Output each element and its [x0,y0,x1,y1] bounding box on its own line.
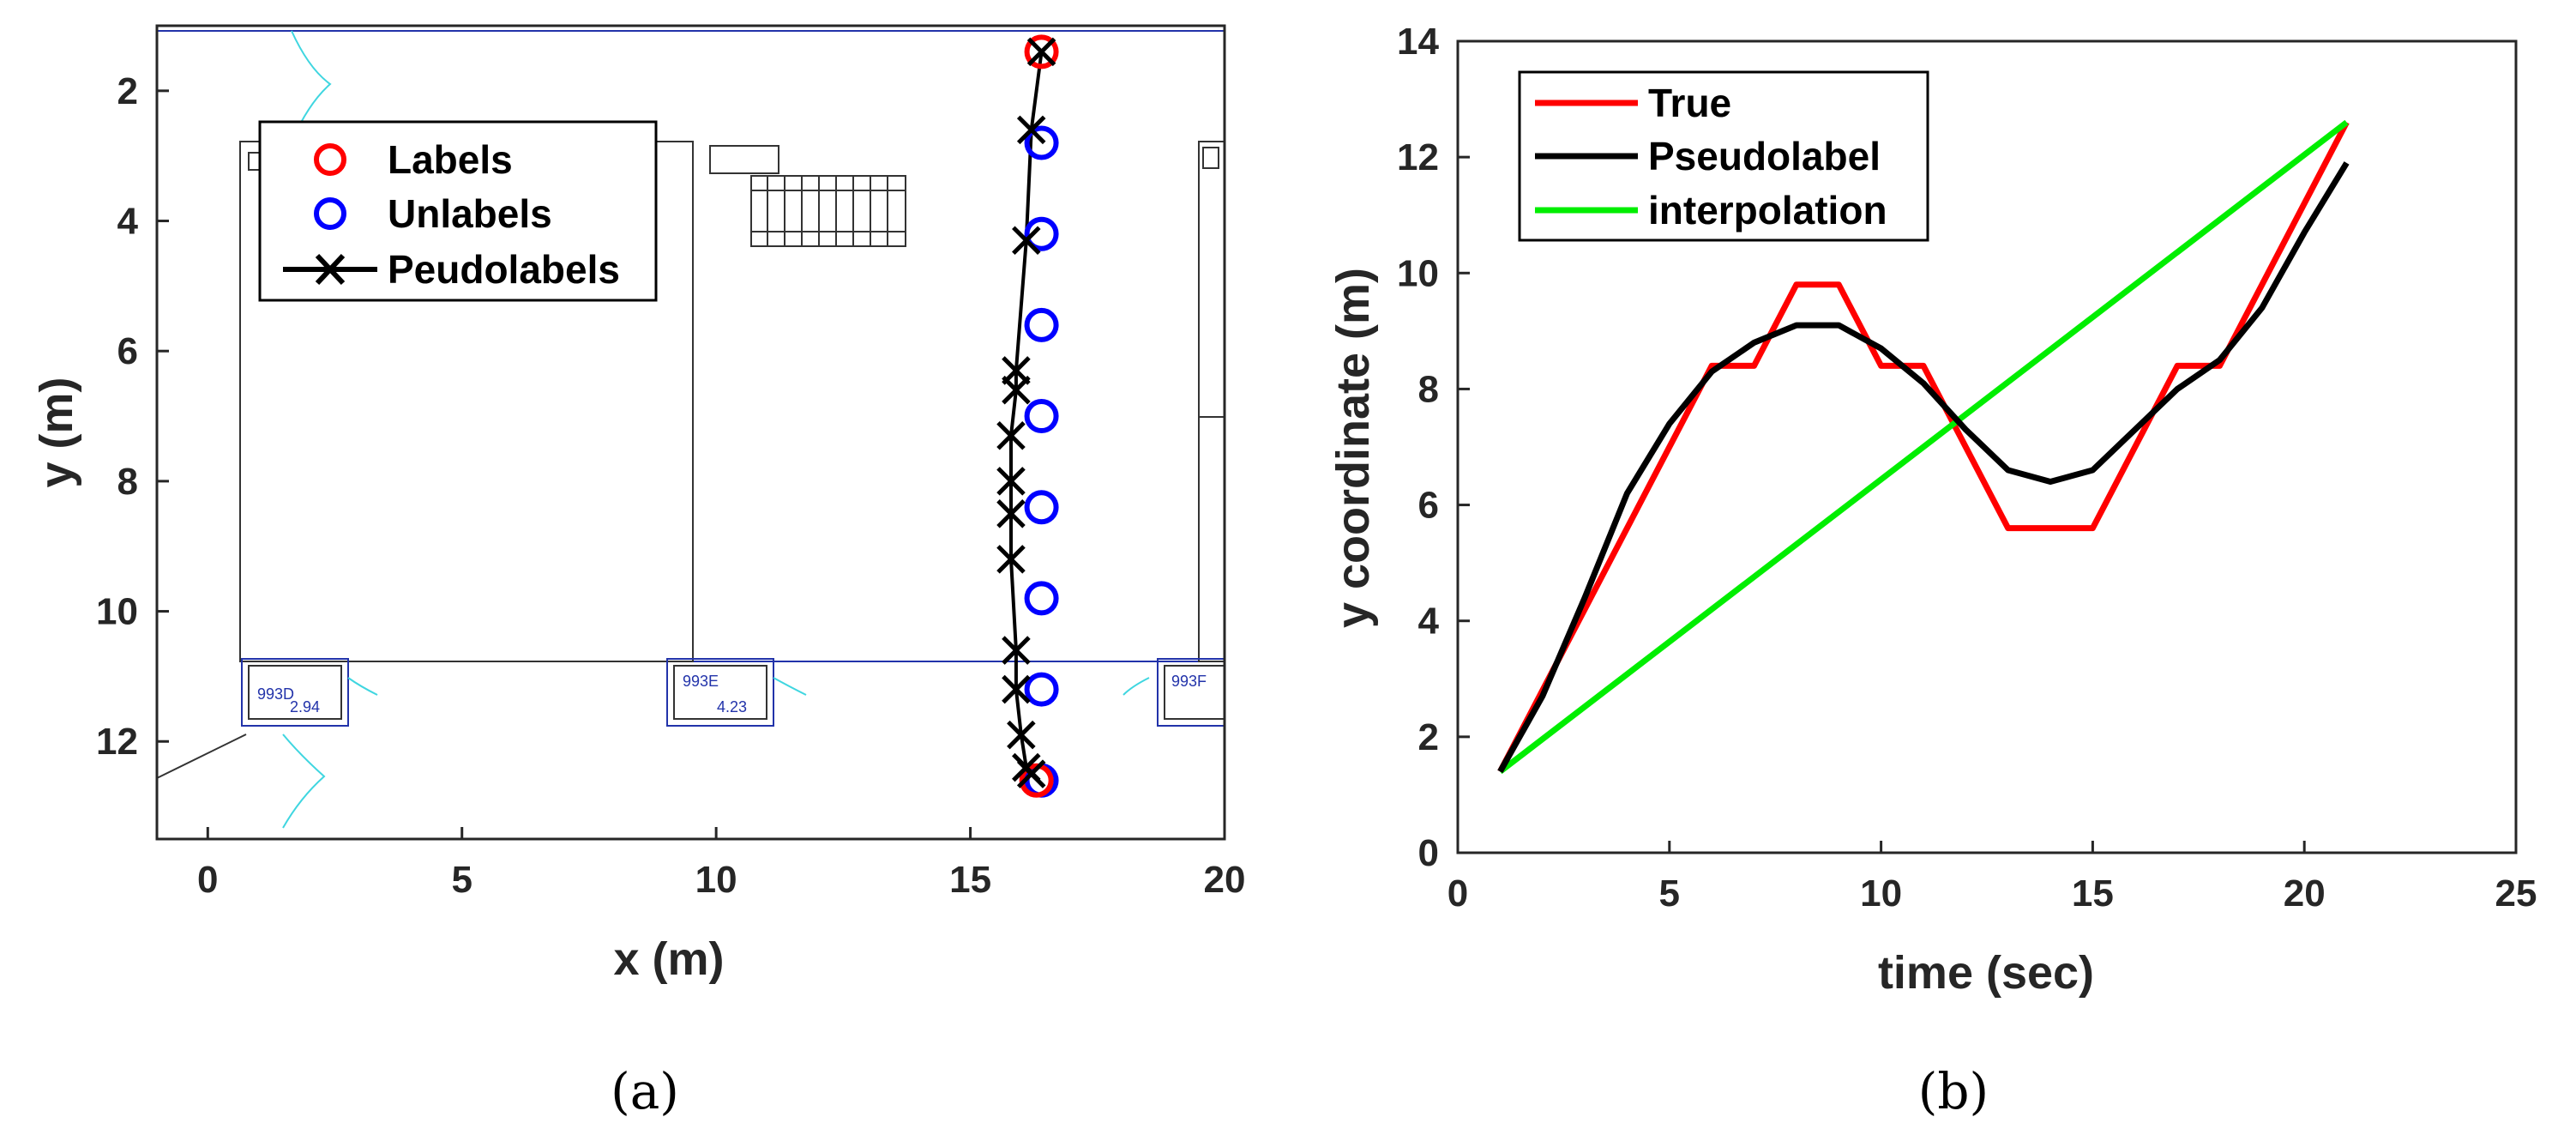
plan-label-993e: 993E [683,673,719,690]
point-peudolabel [996,467,1026,496]
ytick-b-label: 14 [1397,21,1439,63]
legend-pseudolabel-text: Pseudolabel [1648,134,1881,178]
series-a [996,34,1059,798]
ytick-a-label: 6 [117,330,138,372]
legend-unlabels-marker [314,197,346,230]
axes-b-ticks: 0 5 10 15 20 25 0 2 4 6 8 10 12 14 [1397,21,2537,915]
point-peudolabel [1016,115,1046,145]
ytick-a-label: 10 [96,591,138,633]
point-peudolabel [1012,226,1041,256]
caption-a: (a) [611,1062,679,1120]
legend-labels-text: Labels [388,137,513,182]
point-peudolabel [1002,674,1031,704]
xtick-b-label: 5 [1659,872,1680,915]
xtick-b-label: 15 [2072,872,2114,915]
series-peudolabels-line [1009,51,1044,776]
panel-b: 0 5 10 15 20 25 0 2 4 6 8 10 12 14 True Pseudolabel i… [1327,21,2537,1120]
xtick-b-label: 0 [1447,872,1468,915]
panel-a: 993D 2.94 993E 4.23 993F 0 5 10 15 20 2 4 6 8 10 1… [31,24,1245,1120]
ytick-b-label: 2 [1418,716,1439,758]
point-peudolabel [1002,636,1031,665]
legend-peudolabels-marker [315,253,346,286]
axes-a-ticks: 0 5 10 15 20 2 4 6 8 10 12 [96,70,1245,901]
ytick-a-label: 4 [117,201,139,243]
xtick-a-label: 15 [949,859,991,901]
ytick-b-label: 4 [1418,601,1440,643]
plan-label-423: 4.23 [717,698,747,715]
legend-b: True Pseudolabel interpolation [1518,70,1929,242]
ytick-b-label: 0 [1418,832,1439,874]
ytick-b-label: 6 [1418,485,1439,527]
legend-true-text: True [1648,81,1731,125]
point-unlabels [1024,307,1059,342]
plan-label-993d: 993D [257,685,294,703]
series-interpolation-line [1498,119,2349,775]
ytick-b-label: 8 [1418,368,1439,410]
point-unlabels [1024,125,1059,160]
legend-labels-marker [314,143,346,176]
legend-a: Labels Unlabels Peudolabels [258,120,658,302]
floor-plan: 993D 2.94 993E 4.23 993F [156,30,1225,829]
point-unlabels [1024,672,1059,707]
point-peudolabel [1026,37,1056,67]
point-unlabels [1024,216,1059,251]
xtick-b-label: 25 [2495,872,2537,915]
legend-unlabels-text: Unlabels [388,191,552,236]
point-peudolabel [1007,720,1036,750]
point-peudolabel [996,499,1026,528]
point-unlabels [1024,490,1059,525]
legend-a-box [258,120,658,302]
point-peudolabel [996,421,1026,450]
point-unlabels [1024,581,1059,616]
ytick-a-label: 12 [96,721,138,763]
xtick-a-label: 10 [695,859,737,901]
legend-peudolabels-text: Peudolabels [388,247,620,292]
xlabel-b: time (sec) [1878,947,2094,999]
legend-interpolation-text: interpolation [1648,188,1887,232]
plan-label-993f: 993F [1171,673,1207,690]
xtick-a-label: 0 [197,859,218,901]
caption-b: (b) [1918,1062,1989,1120]
ytick-b-label: 10 [1397,252,1439,294]
xtick-b-label: 20 [2284,872,2326,915]
point-peudolabel [1002,375,1031,405]
ytick-a-label: 2 [117,70,138,112]
point-unlabels [1024,399,1059,434]
xtick-b-label: 10 [1860,872,1902,915]
series-b [1497,119,2350,775]
xtick-a-label: 5 [451,859,472,901]
point-peudolabel [996,545,1026,574]
plan-label-294: 2.94 [290,698,320,715]
axes-a-frame [155,24,1226,841]
ytick-a-label: 8 [117,461,138,503]
ytick-b-label: 12 [1397,136,1439,178]
series-pseudolabel-line [1497,161,2350,774]
xtick-a-label: 20 [1204,859,1246,901]
ylabel-b: y coordinate (m) [1327,268,1379,628]
point-labels [1024,34,1059,69]
point-peudolabel [1016,759,1046,788]
ylabel-a: y (m) [31,377,82,487]
xlabel-a: x (m) [613,933,724,985]
